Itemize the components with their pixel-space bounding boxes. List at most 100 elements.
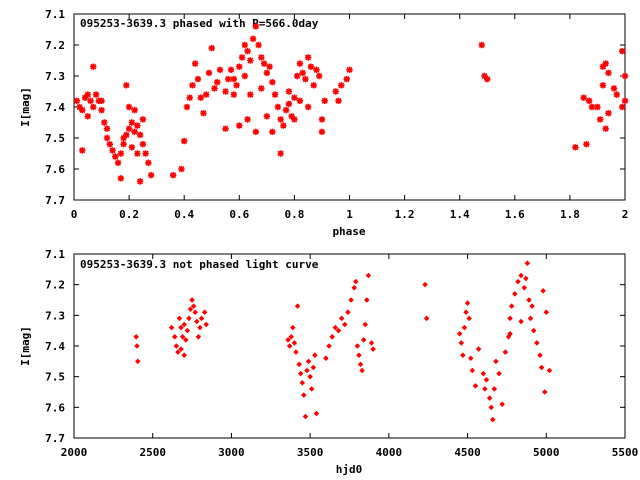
data-point-diamond bbox=[365, 298, 369, 302]
data-point-diamond bbox=[173, 335, 177, 339]
data-point-diamond bbox=[519, 273, 523, 277]
data-point-diamond bbox=[357, 353, 361, 357]
data-point-star bbox=[302, 76, 308, 82]
data-point-diamond bbox=[462, 325, 466, 329]
data-point-star bbox=[622, 73, 628, 79]
data-point-diamond bbox=[292, 341, 296, 345]
phased-y-axis-label: I[mag] bbox=[19, 87, 32, 127]
data-point-diamond bbox=[184, 338, 188, 342]
data-point-star bbox=[118, 150, 124, 156]
phased-x-tick-label: 0.6 bbox=[229, 208, 249, 221]
data-point-diamond bbox=[483, 387, 487, 391]
data-point-diamond bbox=[355, 344, 359, 348]
data-point-star bbox=[297, 60, 303, 66]
data-point-diamond bbox=[360, 368, 364, 372]
data-point-star bbox=[195, 76, 201, 82]
phased-y-tick-label: 7.4 bbox=[45, 101, 65, 114]
data-point-diamond bbox=[458, 332, 462, 336]
data-point-star bbox=[104, 135, 110, 141]
data-point-star bbox=[79, 107, 85, 113]
unphased-y-tick-label: 7.6 bbox=[45, 401, 65, 414]
unphased-y-tick-label: 7.5 bbox=[45, 371, 65, 384]
data-point-diamond bbox=[182, 353, 186, 357]
data-point-star bbox=[266, 64, 272, 70]
unphased-x-tick-label: 3500 bbox=[297, 446, 324, 459]
phased-chart-title: 095253-3639.3 phased with P=566.0day bbox=[80, 17, 319, 30]
data-point-star bbox=[148, 172, 154, 178]
data-point-star bbox=[200, 110, 206, 116]
data-point-star bbox=[85, 113, 91, 119]
phased-x-tick-label: 0.2 bbox=[119, 208, 139, 221]
data-point-star bbox=[178, 166, 184, 172]
data-point-diamond bbox=[369, 341, 373, 345]
data-point-diamond bbox=[187, 316, 191, 320]
data-point-star bbox=[145, 160, 151, 166]
data-point-diamond bbox=[352, 286, 356, 290]
data-point-star bbox=[120, 135, 126, 141]
data-point-star bbox=[104, 126, 110, 132]
data-point-star bbox=[344, 76, 350, 82]
data-point-star bbox=[131, 129, 137, 135]
data-point-star bbox=[258, 85, 264, 91]
data-point-star bbox=[90, 64, 96, 70]
data-point-star bbox=[264, 70, 270, 76]
data-point-star bbox=[85, 91, 91, 97]
data-point-star bbox=[244, 116, 250, 122]
data-point-diamond bbox=[291, 325, 295, 329]
data-point-diamond bbox=[538, 353, 542, 357]
phased-x-tick-label: 0 bbox=[71, 208, 78, 221]
data-point-star bbox=[115, 160, 121, 166]
data-point-star bbox=[118, 175, 124, 181]
data-point-star bbox=[586, 98, 592, 104]
data-point-diamond bbox=[547, 368, 551, 372]
unphased-plot-frame bbox=[74, 254, 625, 438]
data-point-star bbox=[134, 150, 140, 156]
data-point-diamond bbox=[185, 328, 189, 332]
data-point-star bbox=[140, 141, 146, 147]
data-point-diamond bbox=[522, 286, 526, 290]
data-point-star bbox=[619, 48, 625, 54]
data-point-diamond bbox=[358, 362, 362, 366]
unphased-x-axis-label: hjd0 bbox=[336, 463, 363, 476]
phased-x-tick-label: 1 bbox=[346, 208, 353, 221]
data-point-diamond bbox=[176, 350, 180, 354]
phased-y-tick-label: 7.5 bbox=[45, 132, 65, 145]
unphased-x-tick-label: 3000 bbox=[218, 446, 245, 459]
unphased-light-curve-panel: 095253-3639.3 not phased light curve hjd… bbox=[19, 248, 638, 476]
data-point-star bbox=[217, 67, 223, 73]
data-point-diamond bbox=[484, 378, 488, 382]
data-point-star bbox=[253, 129, 259, 135]
data-point-star bbox=[277, 116, 283, 122]
data-point-star bbox=[280, 122, 286, 128]
data-point-diamond bbox=[544, 310, 548, 314]
data-point-star bbox=[299, 70, 305, 76]
data-point-diamond bbox=[494, 359, 498, 363]
data-point-star bbox=[225, 76, 231, 82]
data-point-diamond bbox=[324, 356, 328, 360]
data-point-star bbox=[74, 98, 80, 104]
data-point-star bbox=[170, 172, 176, 178]
data-point-star bbox=[198, 95, 204, 101]
data-point-star bbox=[313, 67, 319, 73]
data-point-diamond bbox=[464, 310, 468, 314]
data-point-star bbox=[261, 60, 267, 66]
data-point-star bbox=[209, 45, 215, 51]
data-point-star bbox=[291, 95, 297, 101]
data-point-diamond bbox=[333, 325, 337, 329]
data-point-diamond bbox=[497, 371, 501, 375]
data-point-star bbox=[272, 91, 278, 97]
data-point-star bbox=[258, 54, 264, 60]
data-point-star bbox=[211, 85, 217, 91]
data-point-star bbox=[142, 150, 148, 156]
data-point-star bbox=[126, 126, 132, 132]
data-point-star bbox=[479, 42, 485, 48]
data-point-diamond bbox=[136, 359, 140, 363]
data-point-star bbox=[233, 82, 239, 88]
data-point-diamond bbox=[513, 292, 517, 296]
data-point-star bbox=[247, 91, 253, 97]
data-point-star bbox=[589, 104, 595, 110]
data-point-diamond bbox=[424, 316, 428, 320]
data-point-star bbox=[98, 107, 104, 113]
phased-data-points bbox=[74, 23, 629, 184]
data-point-star bbox=[140, 116, 146, 122]
